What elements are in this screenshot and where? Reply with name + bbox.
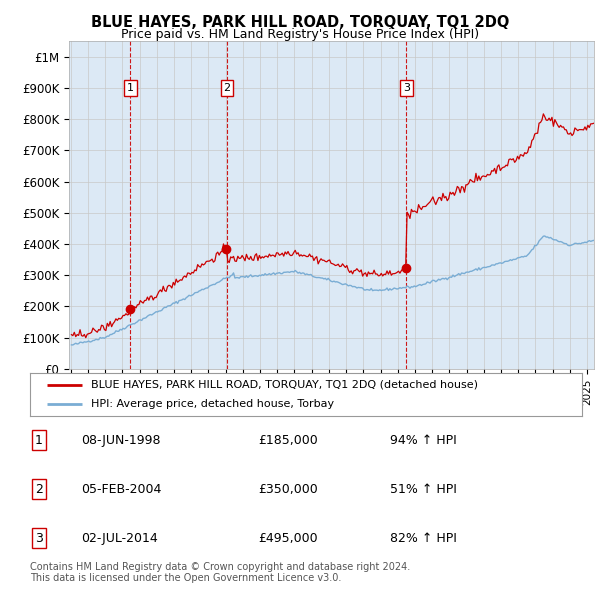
- Text: BLUE HAYES, PARK HILL ROAD, TORQUAY, TQ1 2DQ (detached house): BLUE HAYES, PARK HILL ROAD, TORQUAY, TQ1…: [91, 380, 478, 390]
- Text: 3: 3: [35, 532, 43, 545]
- Text: 82% ↑ HPI: 82% ↑ HPI: [390, 532, 457, 545]
- Text: 08-JUN-1998: 08-JUN-1998: [81, 434, 161, 447]
- Text: £350,000: £350,000: [258, 483, 318, 496]
- Text: BLUE HAYES, PARK HILL ROAD, TORQUAY, TQ1 2DQ: BLUE HAYES, PARK HILL ROAD, TORQUAY, TQ1…: [91, 15, 509, 30]
- Text: 05-FEB-2004: 05-FEB-2004: [81, 483, 161, 496]
- Text: 2: 2: [224, 83, 230, 93]
- Text: Price paid vs. HM Land Registry's House Price Index (HPI): Price paid vs. HM Land Registry's House …: [121, 28, 479, 41]
- Text: Contains HM Land Registry data © Crown copyright and database right 2024.
This d: Contains HM Land Registry data © Crown c…: [30, 562, 410, 584]
- Text: £495,000: £495,000: [258, 532, 317, 545]
- Text: 1: 1: [35, 434, 43, 447]
- Text: £185,000: £185,000: [258, 434, 318, 447]
- Text: 2: 2: [35, 483, 43, 496]
- Text: HPI: Average price, detached house, Torbay: HPI: Average price, detached house, Torb…: [91, 399, 334, 409]
- Text: 02-JUL-2014: 02-JUL-2014: [81, 532, 158, 545]
- Text: 51% ↑ HPI: 51% ↑ HPI: [390, 483, 457, 496]
- Text: 94% ↑ HPI: 94% ↑ HPI: [390, 434, 457, 447]
- Text: 1: 1: [127, 83, 134, 93]
- Text: 3: 3: [403, 83, 410, 93]
